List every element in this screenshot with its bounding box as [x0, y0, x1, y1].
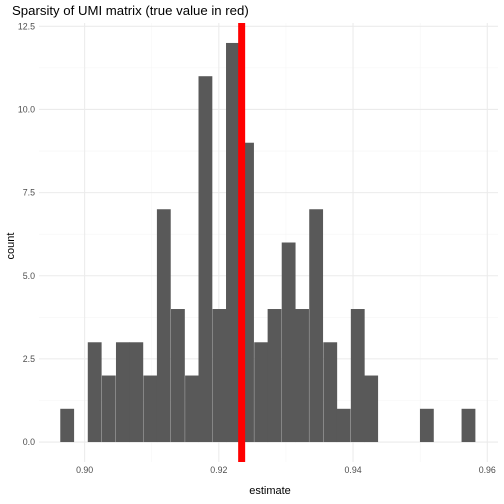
y-tick-label: 0.0: [23, 437, 35, 447]
x-tick-label: 0.92: [210, 465, 227, 475]
histogram-bar: [295, 309, 309, 443]
x-tick-label: 0.96: [479, 465, 496, 475]
histogram-bar: [185, 375, 199, 443]
histogram-bar: [143, 375, 158, 443]
histogram-bar: [254, 342, 269, 443]
histogram-bar: [101, 375, 116, 443]
histogram-bar: [350, 309, 365, 443]
y-tick-label: 12.5: [18, 21, 35, 31]
histogram-bar: [198, 76, 213, 443]
histogram-bar: [364, 375, 379, 443]
x-axis-title: estimate: [249, 485, 291, 497]
histogram-bar: [212, 309, 227, 443]
histogram-bar: [461, 408, 476, 443]
histogram-bar: [87, 342, 102, 443]
histogram-bar: [281, 242, 296, 443]
histogram-bar: [267, 309, 282, 443]
y-tick-label: 5.0: [23, 271, 35, 281]
y-tick-label: 10.0: [18, 104, 35, 114]
histogram-bar: [129, 342, 144, 443]
histogram-bar: [60, 408, 75, 443]
histogram-bar: [336, 408, 351, 443]
histogram-bar: [156, 209, 171, 443]
histogram-bar: [226, 42, 240, 443]
histogram-bar: [323, 342, 338, 443]
chart-title: Sparsity of UMI matrix (true value in re…: [12, 3, 249, 18]
histogram-bar: [115, 342, 130, 443]
histogram-bar: [170, 309, 185, 443]
histogram-bar: [309, 209, 324, 443]
y-axis-title: count: [5, 233, 17, 260]
x-axis-ticks: 0.90 0.92 0.94 0.96: [76, 465, 496, 475]
y-axis-ticks: 0.0 2.5 5.0 7.5 10.0 12.5: [18, 21, 35, 447]
histogram-bars: [60, 42, 476, 443]
x-tick-label: 0.90: [76, 465, 93, 475]
x-tick-label: 0.94: [344, 465, 361, 475]
y-tick-label: 7.5: [23, 188, 35, 198]
y-tick-label: 2.5: [23, 354, 35, 364]
histogram-bar: [419, 408, 434, 443]
